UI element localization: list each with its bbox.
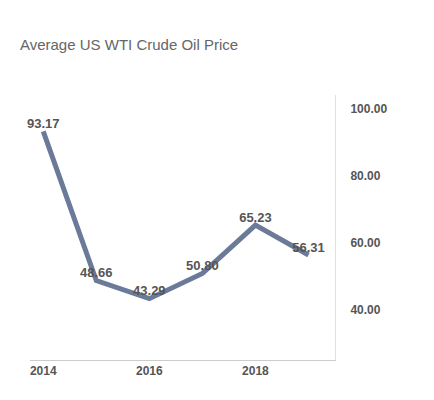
svg-text:43.29: 43.29 <box>133 283 166 298</box>
svg-text:100.00: 100.00 <box>350 102 387 116</box>
svg-text:60.00: 60.00 <box>350 236 380 250</box>
svg-text:80.00: 80.00 <box>350 169 380 183</box>
svg-text:65.23: 65.23 <box>239 210 272 225</box>
svg-text:93.17: 93.17 <box>27 116 60 131</box>
svg-text:48.66: 48.66 <box>80 265 113 280</box>
svg-text:2018: 2018 <box>242 364 269 378</box>
svg-text:40.00: 40.00 <box>350 303 380 317</box>
svg-text:50.80: 50.80 <box>186 258 219 273</box>
svg-text:56.31: 56.31 <box>292 240 325 255</box>
svg-text:2016: 2016 <box>136 364 163 378</box>
svg-text:2014: 2014 <box>30 364 57 378</box>
svg-text:Average US WTI Crude Oil Price: Average US WTI Crude Oil Price <box>20 36 238 53</box>
